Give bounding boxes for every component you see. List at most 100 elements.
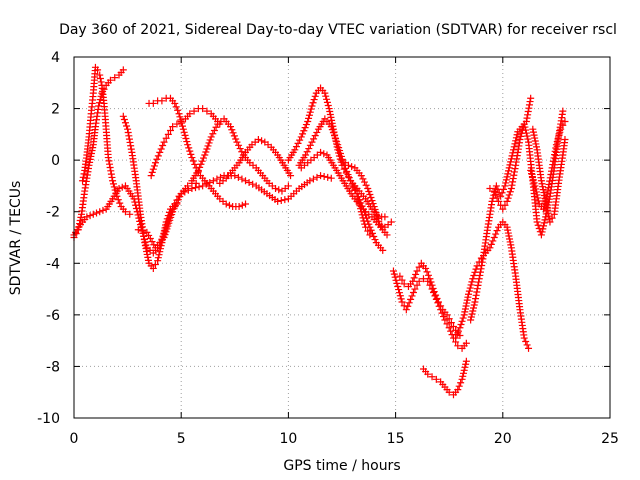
data-point (523, 341, 531, 349)
data-point (207, 133, 215, 141)
data-point (191, 184, 199, 192)
data-point (184, 141, 192, 149)
data-point (504, 226, 512, 234)
data-point (371, 206, 379, 214)
series-sat-m (338, 156, 391, 239)
data-point (201, 151, 209, 159)
data-point (393, 279, 401, 287)
data-point (179, 125, 187, 133)
data-point (526, 98, 534, 106)
series-sat-f (145, 94, 250, 211)
data-point (552, 144, 560, 152)
data-point (159, 142, 167, 150)
data-point (127, 145, 135, 153)
data-point (144, 256, 152, 264)
data-point (357, 208, 365, 216)
data-point (160, 138, 168, 146)
data-point (419, 275, 427, 283)
data-point (413, 281, 421, 289)
data-point (397, 295, 405, 303)
data-point (509, 178, 517, 186)
data-point (510, 146, 518, 154)
series-sat-r (452, 218, 533, 352)
data-point (540, 192, 548, 200)
data-point (492, 191, 500, 199)
data-point (504, 194, 512, 202)
data-point (305, 111, 313, 119)
data-point (372, 208, 380, 216)
data-point (151, 261, 159, 269)
data-point (447, 327, 455, 335)
data-point (141, 242, 149, 250)
data-point (540, 222, 548, 230)
data-point (410, 274, 418, 282)
series-sat-s (467, 94, 535, 324)
data-point (527, 94, 535, 102)
data-point (150, 162, 158, 170)
data-point (476, 268, 484, 276)
data-point (511, 140, 519, 148)
data-point (173, 120, 181, 128)
data-point (302, 121, 310, 129)
data-point (206, 136, 214, 144)
data-point (456, 324, 464, 332)
data-point (533, 218, 541, 226)
data-point (505, 232, 513, 240)
data-point (506, 188, 514, 196)
data-point (459, 314, 467, 322)
data-point (124, 129, 132, 137)
data-point (233, 138, 241, 146)
data-point (153, 155, 161, 163)
data-point (469, 307, 477, 315)
y-axis-label: SDTVAR / TECUs (8, 181, 24, 296)
data-point (467, 316, 475, 324)
data-point (187, 150, 195, 158)
data-point (478, 258, 486, 266)
data-point (302, 151, 310, 159)
data-point (123, 122, 131, 130)
data-point (395, 286, 403, 294)
data-point (488, 197, 496, 205)
data-point (121, 208, 129, 216)
data-point (361, 178, 369, 186)
data-point (297, 133, 305, 141)
data-point (375, 217, 383, 225)
x-tick-label: 5 (177, 431, 186, 447)
data-point (407, 295, 415, 303)
data-point (445, 388, 453, 396)
data-point (472, 295, 480, 303)
data-point (358, 211, 366, 219)
data-point (139, 227, 147, 235)
data-point (146, 235, 154, 243)
data-point (369, 200, 377, 208)
data-point (191, 160, 199, 168)
data-point (79, 173, 87, 181)
data-point (544, 187, 552, 195)
data-point (355, 199, 363, 207)
data-point (554, 134, 562, 142)
data-point (199, 105, 207, 113)
data-point (422, 264, 430, 272)
data-point (542, 200, 550, 208)
data-point (364, 185, 372, 193)
data-point (522, 338, 530, 346)
data-point (274, 197, 282, 205)
data-point (445, 324, 453, 332)
data-point (154, 257, 162, 265)
data-point (97, 78, 105, 86)
data-point (549, 157, 557, 165)
data-point (426, 275, 434, 283)
data-point (162, 134, 170, 142)
data-point (530, 131, 538, 139)
data-point (147, 172, 155, 180)
data-point (125, 135, 133, 143)
data-point (328, 119, 336, 127)
data-point (209, 177, 217, 185)
data-point (154, 152, 162, 160)
x-tick-label: 0 (70, 431, 79, 447)
data-point (151, 159, 159, 167)
data-point (486, 185, 494, 193)
data-point (471, 298, 479, 306)
data-point (432, 291, 440, 299)
data-point (427, 278, 435, 286)
